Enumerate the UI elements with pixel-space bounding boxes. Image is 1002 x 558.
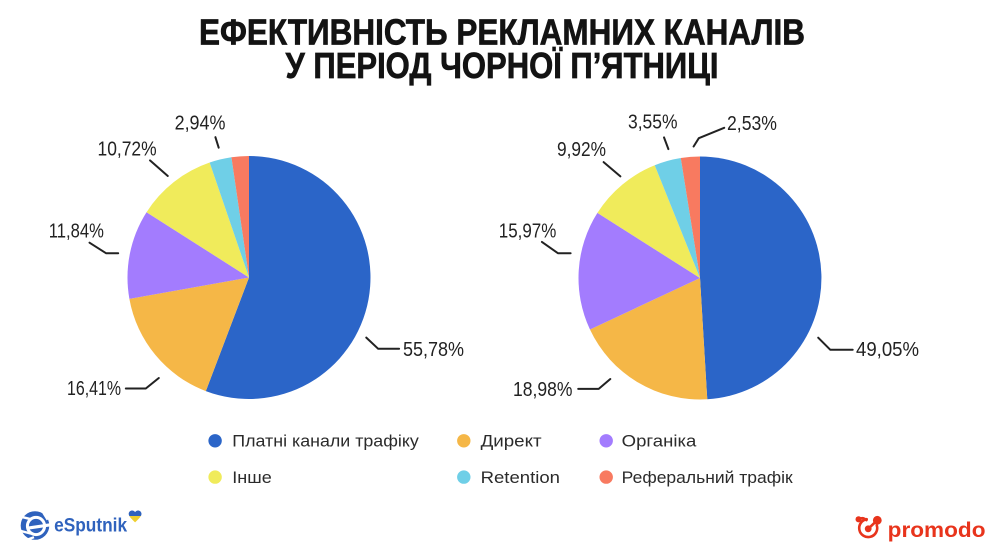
svg-text:18,98%: 18,98%	[513, 378, 572, 401]
svg-text:Інше: Інше	[232, 469, 271, 487]
svg-text:2,94%: 2,94%	[175, 112, 226, 135]
svg-text:Органіка: Органіка	[622, 433, 698, 451]
svg-text:2,53%: 2,53%	[727, 112, 777, 135]
svg-text:Retention: Retention	[481, 469, 560, 487]
svg-text:Реферальний трафік: Реферальний трафік	[622, 469, 794, 487]
svg-text:15,97%: 15,97%	[499, 220, 557, 243]
svg-text:3,55%: 3,55%	[628, 111, 678, 134]
svg-text:eSputnik: eSputnik	[54, 515, 127, 536]
svg-text:49,05%: 49,05%	[856, 338, 919, 361]
svg-text:ЕФЕКТИВНІСТЬ РЕКЛАМНИХ КАНАЛІВ: ЕФЕКТИВНІСТЬ РЕКЛАМНИХ КАНАЛІВ	[199, 13, 805, 53]
svg-text:10,72%: 10,72%	[98, 138, 157, 161]
svg-text:16,41%: 16,41%	[67, 377, 121, 400]
svg-text:Платні канали трафіку: Платні канали трафіку	[232, 433, 419, 451]
svg-text:9,92%: 9,92%	[557, 138, 606, 161]
svg-text:У ПЕРІОД ЧОРНОЇ П’ЯТНИЦІ: У ПЕРІОД ЧОРНОЇ П’ЯТНИЦІ	[286, 46, 719, 86]
svg-text:55,78%: 55,78%	[403, 338, 464, 361]
svg-text:11,84%: 11,84%	[49, 220, 104, 243]
svg-text:promodo: promodo	[888, 519, 986, 542]
svg-text:Директ: Директ	[481, 433, 542, 451]
